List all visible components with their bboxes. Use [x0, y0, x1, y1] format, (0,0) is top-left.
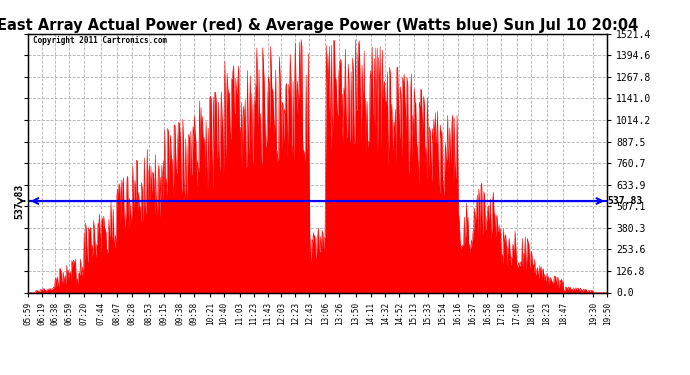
- Text: Copyright 2011 Cartronics.com: Copyright 2011 Cartronics.com: [33, 36, 168, 45]
- Text: 537.83: 537.83: [14, 183, 25, 219]
- Text: 537.83: 537.83: [607, 196, 642, 206]
- Title: East Array Actual Power (red) & Average Power (Watts blue) Sun Jul 10 20:04: East Array Actual Power (red) & Average …: [0, 18, 638, 33]
